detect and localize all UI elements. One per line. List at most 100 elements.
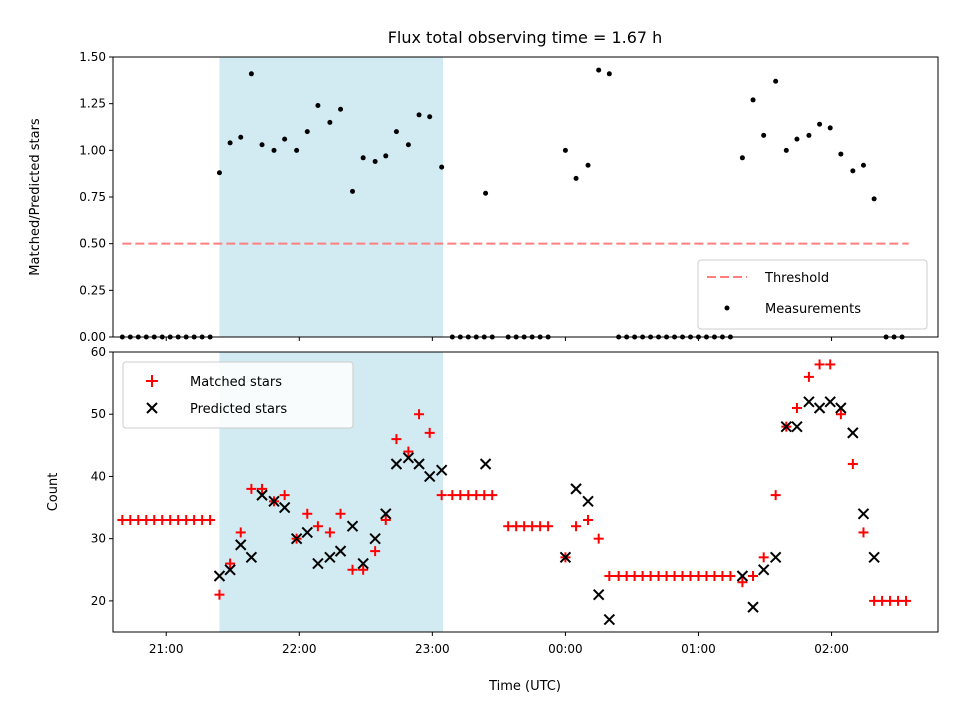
- count-y-tick-label: 20: [91, 594, 106, 608]
- predicted-star-point: [380, 508, 392, 520]
- measurement-point: [449, 334, 455, 340]
- predicted-star-point: [312, 557, 324, 570]
- matched-star-point: [803, 371, 814, 382]
- measurement-point: [806, 132, 812, 138]
- measurement-point: [899, 334, 905, 340]
- predicted-star-point: [803, 396, 815, 408]
- matched-star-point: [246, 483, 257, 494]
- predicted-star-point: [402, 452, 415, 464]
- measurement-point: [481, 334, 487, 340]
- measurement-point: [227, 140, 233, 146]
- measurement-point: [315, 103, 321, 109]
- predicted-star-point: [780, 420, 793, 433]
- predicted-star-point: [290, 532, 303, 545]
- predicted-star-point: [603, 613, 616, 626]
- time-x-axis-label: Time (UTC): [488, 679, 561, 694]
- measurement-point: [640, 334, 646, 340]
- predicted-star-point: [213, 570, 226, 582]
- matched-star-point: [814, 359, 825, 370]
- predicted-star-point: [301, 526, 313, 539]
- predicted-star-point: [369, 532, 381, 545]
- measurement-point: [183, 334, 189, 340]
- ratio-y-tick-label: 1.00: [79, 143, 106, 157]
- predicted-star-point: [235, 539, 247, 551]
- measurement-point: [783, 147, 789, 153]
- measurement-point: [383, 153, 389, 159]
- measurement-point: [282, 136, 288, 142]
- measurement-point: [761, 132, 767, 138]
- measurement-point: [688, 334, 693, 340]
- count-plot-frame: [112, 351, 939, 633]
- predicted-star-point: [423, 470, 436, 483]
- matched-star-point: [487, 490, 498, 501]
- measurement-point: [529, 334, 535, 340]
- matched-star-point: [370, 546, 381, 557]
- measurement-point: [159, 334, 165, 340]
- measurement-point: [680, 334, 686, 340]
- measurement-point: [216, 170, 222, 176]
- measurement-point: [439, 164, 445, 170]
- matched-star-point: [205, 515, 216, 525]
- predicted-star-point: [813, 402, 826, 414]
- count-y-axis-ticks: 20 30 40 50 60: [91, 345, 113, 608]
- measurement-point: [119, 334, 125, 340]
- predicted-star-point: [245, 551, 258, 564]
- measurement-point: [891, 334, 897, 340]
- matched-star-point: [571, 521, 582, 532]
- ratio-y-tick-label: 0.75: [79, 190, 106, 204]
- measurement-point: [259, 142, 265, 148]
- predicted-star-point: [346, 520, 359, 532]
- measurement-point: [199, 334, 205, 340]
- matched-star-point: [347, 564, 358, 575]
- matched-star-point: [302, 508, 313, 519]
- time-x-tick-label: 21:00: [149, 642, 184, 656]
- measurement-point: [372, 159, 378, 165]
- count-y-tick-label: 60: [91, 345, 106, 359]
- measurement-point: [672, 334, 678, 340]
- measurement-point: [191, 334, 197, 340]
- measurement-point: [573, 175, 579, 181]
- matched-star-point: [543, 521, 554, 532]
- matched-star-point: [847, 459, 858, 469]
- predicted-star-point: [736, 570, 749, 582]
- matched-star-point: [312, 521, 323, 532]
- predicted-star-point: [769, 551, 782, 564]
- count-y-tick-label: 30: [91, 532, 106, 546]
- measurement-point: [562, 147, 568, 153]
- predicted-star-point: [747, 601, 759, 613]
- measurements-legend-swatch: [724, 305, 730, 311]
- measurement-point: [473, 334, 479, 340]
- matched-star-point: [901, 595, 912, 606]
- measurement-point: [207, 334, 213, 340]
- chart-title: Flux total observing time = 1.67 h: [388, 28, 663, 47]
- matched-star-point: [791, 403, 802, 413]
- matched-star-point: [593, 533, 604, 544]
- measurement-point: [175, 334, 181, 340]
- predicted-star-point: [847, 427, 859, 439]
- measurement-point: [457, 334, 463, 340]
- matched-star-point: [391, 434, 402, 445]
- predicted-star-point: [835, 402, 847, 414]
- predicted-legend-swatch: [146, 402, 158, 414]
- predicted-star-point: [256, 489, 268, 501]
- predicted-star-point: [479, 458, 492, 470]
- count-legend: Matched stars Predicted stars: [122, 361, 354, 429]
- measurement-point: [537, 334, 543, 340]
- matched-star-point: [424, 427, 435, 438]
- matched-star-point: [214, 589, 225, 600]
- matched-star-point: [380, 515, 391, 525]
- matched-star-point: [279, 490, 290, 501]
- time-x-tick-label: 00:00: [548, 642, 583, 656]
- matched-star-point: [858, 527, 869, 538]
- predicted-star-point: [278, 501, 291, 514]
- measurement-point: [739, 155, 745, 161]
- matched-stars-series: [117, 359, 912, 606]
- matched-star-point: [414, 409, 425, 420]
- predicted-star-point: [791, 420, 803, 433]
- measurement-point: [427, 114, 433, 120]
- count-y-tick-label: 50: [91, 407, 106, 421]
- time-x-tick-label: 23:00: [415, 642, 450, 656]
- matched-legend-label: Matched stars: [190, 375, 282, 390]
- measurement-point: [750, 97, 756, 103]
